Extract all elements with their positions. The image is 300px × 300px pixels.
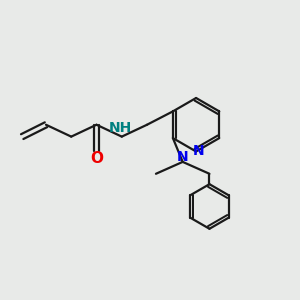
Text: N: N — [177, 150, 188, 164]
Text: N: N — [193, 145, 204, 158]
Text: NH: NH — [109, 121, 132, 135]
Text: O: O — [90, 151, 103, 166]
